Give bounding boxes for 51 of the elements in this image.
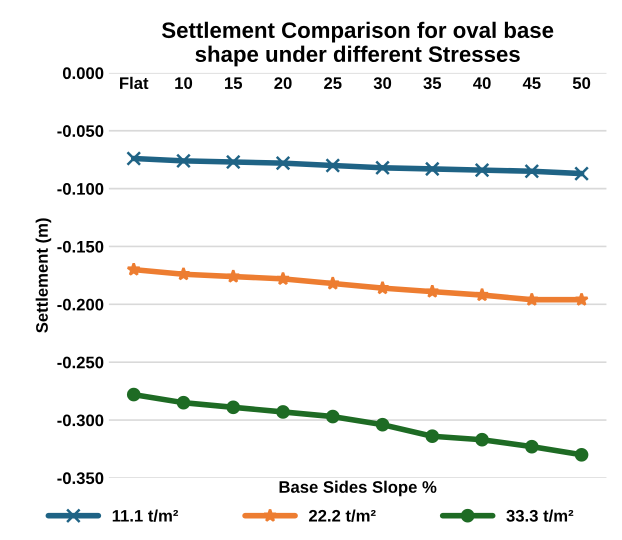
x-tick-label: 20 <box>274 77 292 90</box>
point <box>276 271 290 286</box>
y-tick-label: 0.000 <box>62 67 104 80</box>
point <box>525 440 539 454</box>
legend-label: 33.3 t/m² <box>506 509 574 522</box>
point <box>474 162 490 178</box>
point <box>425 429 440 444</box>
point <box>574 448 588 462</box>
x-tick-label: 25 <box>324 77 342 90</box>
point <box>474 288 490 302</box>
x-tick-label: 15 <box>225 77 242 90</box>
y-axis-title: Settlement (m) <box>36 218 52 333</box>
point <box>126 151 142 166</box>
point <box>375 160 390 176</box>
point <box>226 400 240 414</box>
y-tick-label: -0.050 <box>57 125 104 137</box>
x-tick-label: 10 <box>175 77 192 90</box>
point <box>176 153 191 168</box>
point <box>524 164 540 179</box>
y-tick-label: -0.250 <box>57 356 104 368</box>
y-tick-label: -0.100 <box>57 183 104 195</box>
y-tick-label: -0.200 <box>57 298 104 311</box>
x-tick-label: 50 <box>572 77 590 90</box>
chart-title: Settlement Comparison for oval base shape under different Stresses <box>162 22 554 66</box>
point <box>276 156 291 171</box>
point <box>475 432 489 447</box>
x-tick-label: 40 <box>473 77 491 90</box>
legend-label: 11.1 t/m² <box>112 509 178 522</box>
x-tick-label: 30 <box>374 77 392 90</box>
point <box>325 158 340 173</box>
x-axis-title: Base Sides Slope % <box>280 480 436 496</box>
point <box>424 161 440 176</box>
point <box>574 292 589 306</box>
point <box>126 388 141 402</box>
x-tick-label: Flat <box>120 76 148 90</box>
x-tick-label: 35 <box>423 77 442 90</box>
point <box>326 276 340 290</box>
legend-label: 22.2 t/m² <box>308 509 376 522</box>
point <box>126 262 141 276</box>
y-tick-label: -0.300 <box>57 414 104 426</box>
x-tick-label: 45 <box>522 77 541 90</box>
y-tick-label: -0.150 <box>57 240 104 253</box>
point <box>226 269 240 283</box>
point <box>276 405 290 419</box>
point <box>326 410 340 424</box>
y-tick-label: -0.350 <box>57 472 104 484</box>
point <box>574 166 590 182</box>
point <box>376 418 390 432</box>
point <box>425 284 440 298</box>
point <box>226 154 241 170</box>
point <box>176 396 190 410</box>
